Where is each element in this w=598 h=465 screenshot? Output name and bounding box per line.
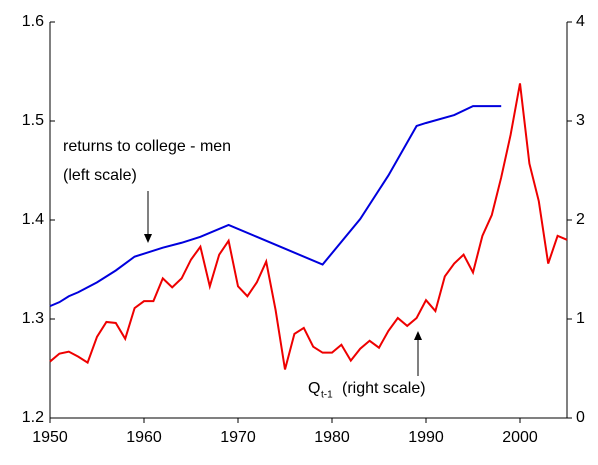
y2-tick-label: 0	[576, 409, 585, 426]
x-tick-label: 1950	[32, 429, 68, 446]
y2-tick-label: 1	[576, 310, 585, 327]
y-tick-label: 1.5	[22, 112, 44, 129]
annotation: (right scale)	[342, 380, 426, 397]
annotation: (left scale)	[63, 167, 137, 184]
arrowhead	[144, 234, 152, 243]
annotation-subscript: t-1	[321, 390, 333, 401]
y2-tick-label: 3	[576, 112, 585, 129]
x-tick-label: 1980	[314, 429, 350, 446]
y-tick-label: 1.4	[22, 211, 44, 228]
x-tick-label: 1970	[220, 429, 256, 446]
y-tick-label: 1.3	[22, 310, 44, 327]
y2-tick-label: 4	[576, 13, 585, 30]
annotation: Q	[308, 380, 320, 397]
x-tick-label: 1960	[126, 429, 162, 446]
x-tick-label: 1990	[408, 429, 444, 446]
series-line	[49, 83, 568, 370]
arrowhead	[414, 331, 422, 340]
y-tick-label: 1.2	[22, 409, 44, 426]
y-tick-label: 1.6	[22, 13, 44, 30]
x-tick-label: 2000	[502, 429, 538, 446]
annotation: returns to college - men	[63, 138, 231, 155]
series-line	[49, 105, 502, 308]
y2-tick-label: 2	[576, 211, 585, 228]
